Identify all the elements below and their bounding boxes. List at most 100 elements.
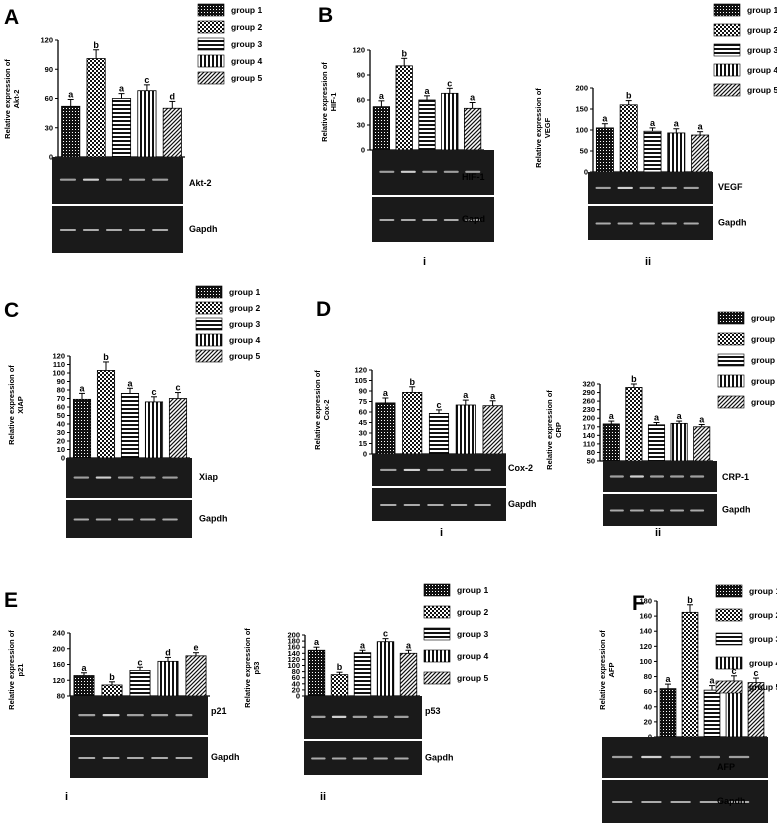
y-tick-label: 200 xyxy=(287,631,300,640)
y-axis-label: Relative expression ofHIF-1 xyxy=(320,62,338,142)
y-tick-label: 60 xyxy=(359,408,367,417)
band-gapdh-5 xyxy=(152,229,169,231)
band-target-1 xyxy=(78,714,96,717)
legend-label-5: group 5 xyxy=(749,682,777,692)
sig-letter-1: a xyxy=(79,383,85,393)
band-gapdh-4 xyxy=(670,509,685,512)
y-tick-label: 80 xyxy=(292,667,300,676)
blot-0: Akt-2 Gapdh xyxy=(52,157,218,253)
blot-label-target: CRP-1 xyxy=(722,472,749,482)
bar-4 xyxy=(667,132,686,173)
sub-panel-label: i xyxy=(440,527,443,539)
bar-1 xyxy=(307,649,326,697)
bar-4 xyxy=(670,422,688,462)
band-gapdh-1 xyxy=(59,229,76,231)
blot-label-gapdh: Gapdh xyxy=(718,218,747,228)
band-gapdh-1 xyxy=(73,518,90,521)
y-tick-label: 0 xyxy=(584,168,588,177)
sig-letter-4: a xyxy=(677,411,683,421)
sig-letter-5: e xyxy=(193,643,198,653)
legend-swatch-4 xyxy=(715,656,743,670)
band-gapdh-1 xyxy=(311,757,326,760)
band-gapdh-3 xyxy=(126,757,144,759)
legend-label-2: group 2 xyxy=(457,607,488,617)
sig-letter-2: b xyxy=(337,662,343,672)
band-target-5 xyxy=(394,715,409,718)
legend-label-5: group 5 xyxy=(747,85,777,95)
legend-label-2: group 2 xyxy=(749,610,777,620)
legend-label-1: group 1 xyxy=(229,287,260,297)
bar-1 xyxy=(595,127,614,173)
y-tick-label: 20 xyxy=(57,437,65,446)
band-gapdh-2 xyxy=(617,222,633,225)
bar-3 xyxy=(418,99,436,151)
band-gapdh-5 xyxy=(690,509,705,512)
y-tick-label: 0 xyxy=(61,454,65,463)
sig-letter-1: a xyxy=(383,388,389,398)
bar-5 xyxy=(399,652,418,697)
sig-letter-5: d xyxy=(170,91,176,101)
bar-5 xyxy=(691,134,710,173)
y-axis-label: Relative expression ofAkt-2 xyxy=(3,59,21,139)
sig-letter-4: c xyxy=(731,666,736,676)
blot-2: VEGF Gapdh xyxy=(588,172,747,240)
sig-letter-2: b xyxy=(103,352,109,362)
band-gapdh-1 xyxy=(380,504,397,506)
bar-5 xyxy=(162,107,182,158)
band-gapdh-4 xyxy=(699,801,721,803)
sig-letter-1: a xyxy=(665,674,671,684)
sig-letter-5: a xyxy=(406,640,412,650)
legend-swatch-4 xyxy=(197,54,225,68)
legend-swatch-3 xyxy=(197,37,225,51)
panel-label: F xyxy=(632,592,645,615)
y-tick-label: 120 xyxy=(354,366,367,375)
blot-label-target: p21 xyxy=(211,706,227,716)
band-gapdh-1 xyxy=(379,219,395,221)
blot-label-gapdh: Gapdh xyxy=(722,505,751,515)
y-tick-label: 180 xyxy=(287,637,300,646)
band-target-5 xyxy=(152,178,169,181)
sig-letter-2: b xyxy=(626,91,632,101)
band-gapdh-3 xyxy=(422,219,438,221)
chart-panel-2: ii Relative expression ofVEGF 0 50 100 150 200… xyxy=(534,84,712,268)
band-target-5 xyxy=(162,476,178,479)
panel-label: C xyxy=(4,299,19,322)
band-target-5 xyxy=(690,475,705,478)
bar-1 xyxy=(72,398,92,459)
bar-4 xyxy=(144,401,164,459)
band-target-2 xyxy=(95,476,112,479)
y-axis-label: Relative expression ofCRP xyxy=(545,390,563,470)
y-tick-label: 120 xyxy=(287,655,300,664)
panel-label: E xyxy=(4,589,18,612)
band-target-1 xyxy=(595,186,611,190)
sig-letter-3: a xyxy=(650,118,656,128)
blot-label-gapdh: Gapdh xyxy=(211,752,240,762)
legend-swatch-1 xyxy=(715,584,743,598)
legend-swatch-4 xyxy=(423,649,451,663)
legend-swatch-1 xyxy=(195,285,223,299)
y-tick-label: 20 xyxy=(644,717,652,726)
band-gapdh-3 xyxy=(427,504,444,506)
band-target-2 xyxy=(331,715,347,718)
band-target-3 xyxy=(105,178,123,181)
sig-letter-1: a xyxy=(379,91,385,101)
chart-panel-0: A Relative expression ofAkt-2 0 30 60 90 120 a b… xyxy=(3,6,185,162)
band-gapdh-3 xyxy=(639,222,655,225)
sig-letter-3: a xyxy=(709,676,715,686)
band-gapdh-4 xyxy=(151,757,169,759)
bar-2 xyxy=(619,104,638,173)
legend-label-4: group 4 xyxy=(457,651,488,661)
bar-4 xyxy=(441,92,459,151)
sub-panel-label: ii xyxy=(320,791,326,803)
legend-swatch-3 xyxy=(713,43,741,57)
y-tick-label: 100 xyxy=(575,126,588,135)
band-gapdh-3 xyxy=(649,509,665,512)
bar-2 xyxy=(101,684,123,697)
band-gapdh-2 xyxy=(95,518,112,521)
legend-label-4: group 4 xyxy=(747,65,777,75)
sig-letter-1: a xyxy=(602,114,608,124)
band-target-2 xyxy=(617,186,633,190)
legend-swatch-5 xyxy=(423,671,451,685)
y-tick-label: 100 xyxy=(639,657,652,666)
